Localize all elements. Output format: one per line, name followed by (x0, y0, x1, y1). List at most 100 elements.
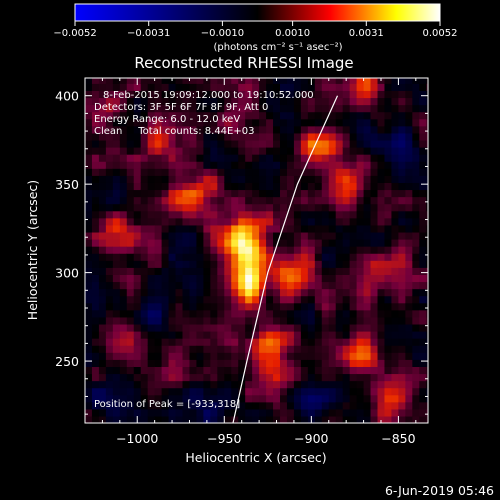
heatmap-cell (377, 267, 386, 275)
heatmap-cell (140, 246, 149, 254)
heatmap-cell (328, 90, 337, 99)
heatmap-cell (119, 323, 128, 332)
heatmap-cell (342, 394, 351, 403)
heatmap-cell (314, 380, 323, 389)
heatmap-cell (293, 281, 302, 290)
heatmap-cell (245, 239, 253, 247)
heatmap-cell (140, 239, 149, 247)
heatmap-cell (217, 111, 225, 120)
heatmap-cell (98, 83, 107, 91)
heatmap-cell (370, 267, 379, 275)
heatmap-cell (314, 274, 323, 283)
heatmap-cell (252, 239, 260, 247)
heatmap-cell (112, 147, 121, 155)
heatmap-cell (245, 309, 253, 318)
heatmap-cell (314, 154, 323, 162)
heatmap-cell (147, 309, 156, 318)
heatmap-cell (377, 302, 386, 311)
heatmap-cell (224, 380, 232, 389)
heatmap-cell (182, 90, 191, 99)
heatmap-cell (175, 154, 184, 162)
heatmap-cell (140, 147, 149, 155)
heatmap-cell (175, 316, 184, 325)
heatmap-cell (328, 295, 337, 304)
heatmap-cell (105, 210, 114, 219)
heatmap-cell (175, 239, 184, 247)
heatmap-cell (307, 387, 316, 396)
heatmap-cell (196, 352, 204, 360)
heatmap-cell (273, 387, 281, 396)
heatmap-cell (286, 274, 295, 283)
heatmap-cell (307, 267, 316, 275)
heatmap-cell (105, 295, 114, 304)
heatmap-cell (273, 401, 281, 410)
heatmap-cell (280, 302, 288, 311)
heatmap-cell (231, 231, 239, 240)
heatmap-cell (252, 118, 260, 127)
heatmap-cell (133, 387, 142, 396)
heatmap-cell (321, 104, 330, 113)
heatmap-cell (266, 147, 274, 155)
heatmap-cell (412, 316, 420, 325)
heatmap-cell (419, 78, 427, 84)
heatmap-cell (412, 295, 420, 304)
heatmap-cell (161, 217, 170, 226)
heatmap-cell (419, 139, 427, 148)
heatmap-cell (293, 83, 302, 91)
heatmap-cell (182, 210, 191, 219)
heatmap-cell (168, 394, 177, 403)
heatmap-cell (335, 373, 344, 382)
heatmap-cell (314, 231, 323, 240)
heatmap-cell (314, 175, 323, 183)
heatmap-cell (133, 139, 142, 148)
heatmap-cell (91, 83, 100, 91)
heatmap-cell (126, 139, 135, 148)
heatmap-cell (203, 401, 211, 410)
heatmap-cell (252, 210, 260, 219)
heatmap-cell (335, 380, 344, 389)
heatmap-cell (391, 401, 399, 410)
heatmap-cell (126, 196, 135, 205)
heatmap-cell (273, 161, 281, 169)
heatmap-cell (314, 401, 323, 410)
heatmap-cell (154, 182, 163, 191)
heatmap-cell (85, 260, 93, 268)
heatmap-cell (91, 373, 100, 382)
heatmap-cell (405, 408, 413, 417)
heatmap-cell (147, 366, 156, 375)
heatmap-cell (307, 408, 316, 417)
heatmap-cell (266, 182, 274, 191)
heatmap-cell (391, 366, 399, 375)
heatmap-cell (182, 104, 191, 113)
heatmap-cell (105, 380, 114, 389)
heatmap-cell (140, 97, 149, 106)
heatmap-cell (266, 161, 274, 169)
heatmap-cell (412, 415, 420, 423)
heatmap-cell (349, 147, 358, 155)
heatmap-cell (419, 260, 427, 268)
heatmap-cell (391, 111, 399, 120)
heatmap-cell (224, 387, 232, 396)
heatmap-cell (161, 408, 170, 417)
heatmap-cell (349, 182, 358, 191)
heatmap-cell (231, 309, 239, 318)
heatmap-cell (112, 401, 121, 410)
heatmap-cell (182, 281, 191, 290)
heatmap-cell (112, 104, 121, 113)
heatmap-cell (286, 168, 295, 176)
heatmap-cell (224, 104, 232, 113)
heatmap-cell (140, 323, 149, 332)
heatmap-cell (356, 231, 365, 240)
heatmap-cell (419, 366, 427, 375)
heatmap-cell (419, 231, 427, 240)
heatmap-cell (210, 196, 218, 205)
heatmap-cell (119, 401, 128, 410)
heatmap-cell (182, 217, 191, 226)
heatmap-cell (391, 352, 399, 360)
heatmap-cell (412, 260, 420, 268)
heatmap-cell (335, 196, 344, 205)
heatmap-cell (335, 161, 344, 169)
heatmap-cell (91, 132, 100, 141)
heatmap-cell (189, 331, 198, 339)
heatmap-cell (154, 295, 163, 304)
